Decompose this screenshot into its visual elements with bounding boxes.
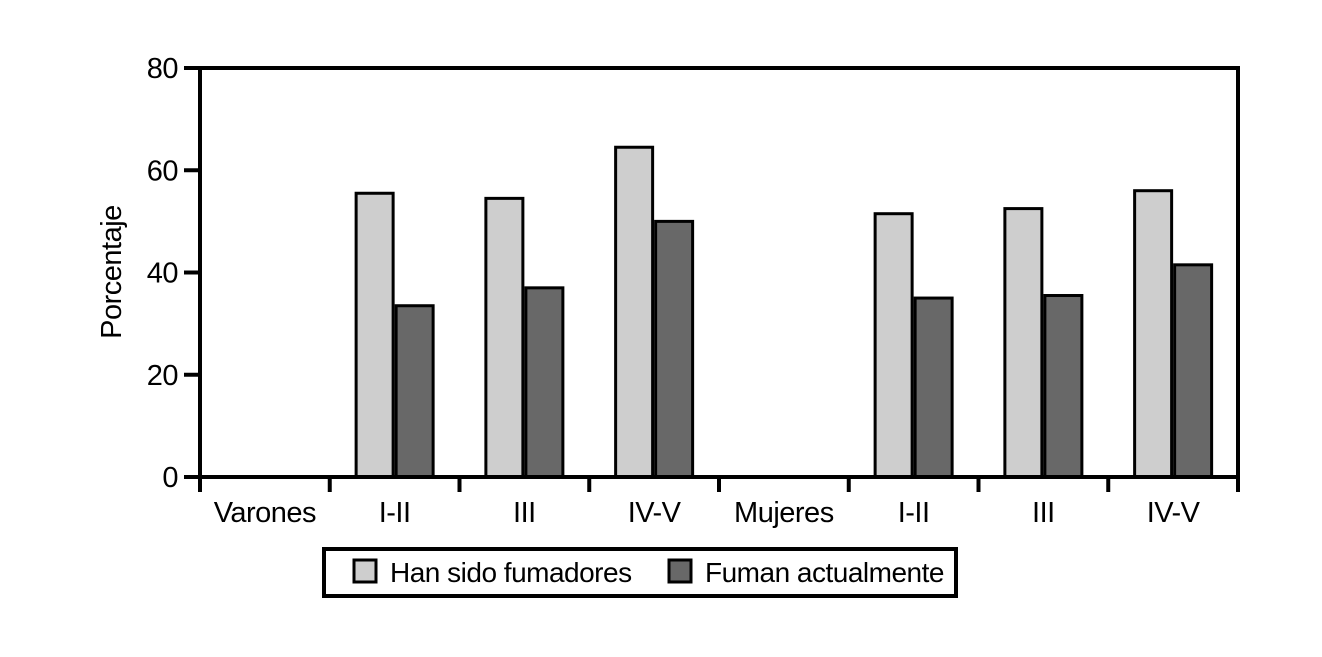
x-tick-label-mujeres-4: Mujeres <box>734 497 834 529</box>
x-tick-label-iii-2: III <box>513 497 536 529</box>
y-axis-title: Porcentaje <box>96 205 128 339</box>
bar-i-ii-5-fuman-actualmente <box>913 296 954 479</box>
legend-swatch-han-sido-fumadores <box>352 558 378 584</box>
bar-iv-v-3-fuman-actualmente <box>654 219 695 479</box>
y-tick-label-20: 20 <box>147 360 178 392</box>
bar-i-ii-5-han-sido-fumadores <box>873 212 914 479</box>
y-tick-label-60: 60 <box>147 155 178 187</box>
bar-iii-6-han-sido-fumadores <box>1003 207 1044 479</box>
bar-iii-6-fuman-actualmente <box>1043 294 1084 479</box>
legend-swatch-fuman-actualmente <box>667 558 693 584</box>
bar-iii-2-fuman-actualmente <box>524 286 565 479</box>
plot-frame <box>198 66 1240 479</box>
y-tick-label-40: 40 <box>147 258 178 290</box>
plot-area: Varones I-II III IV-V Mujeres I-II III IV-V 0 20 4… <box>147 53 1240 529</box>
x-tick-label-varones-0: Varones <box>214 497 316 529</box>
legend-label-han-sido-fumadores: Han sido fumadores <box>390 557 632 588</box>
x-tick-label-iv-v-3: IV-V <box>628 497 682 529</box>
bar-iv-v-7-han-sido-fumadores <box>1133 189 1174 479</box>
x-tick-label-iii-6: III <box>1032 497 1055 529</box>
bar-iv-v-7-fuman-actualmente <box>1173 263 1214 479</box>
legend: Han sido fumadores Fuman actualmente <box>322 547 958 598</box>
y-tick-label-0: 0 <box>162 462 178 494</box>
bar-iii-2-han-sido-fumadores <box>484 196 525 479</box>
bar-iv-v-3-han-sido-fumadores <box>614 145 655 479</box>
x-tick-label-i-ii-5: I-II <box>898 497 930 529</box>
bar-i-ii-1-han-sido-fumadores <box>354 191 395 479</box>
x-tick-label-iv-v-7: IV-V <box>1147 497 1201 529</box>
y-tick-label-80: 80 <box>147 53 178 85</box>
legend-label-fuman-actualmente: Fuman actualmente <box>705 557 944 588</box>
legend-frame <box>322 547 958 598</box>
bar-i-ii-1-fuman-actualmente <box>394 304 435 479</box>
x-tick-label-i-ii-1: I-II <box>379 497 411 529</box>
